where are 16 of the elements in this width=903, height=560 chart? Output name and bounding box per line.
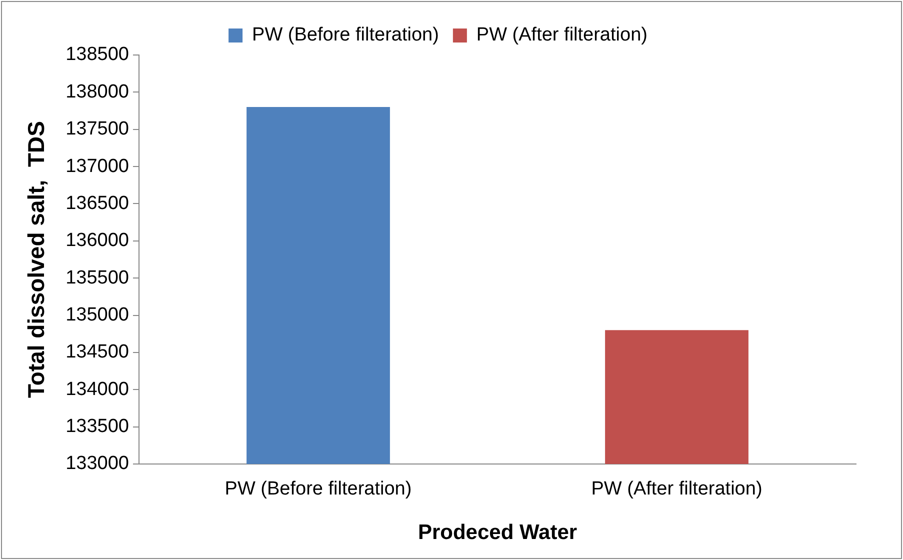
y-tick-label: 137500 <box>66 118 129 140</box>
y-tick-label: 136000 <box>66 230 129 252</box>
y-tick-label: 133500 <box>66 416 129 438</box>
y-tick-label: 134000 <box>66 378 129 400</box>
legend-label: PW (After filteration) <box>476 24 648 46</box>
y-tick-label: 135500 <box>66 267 129 288</box>
x-axis-title: Prodeced Water <box>418 521 578 544</box>
legend-label: PW (Before filteration) <box>252 24 439 46</box>
y-axis-title: Total dissolved salt, TDS <box>23 121 50 398</box>
y-tick-label: 138000 <box>66 81 129 102</box>
y-tick-label: 135000 <box>66 304 129 326</box>
y-tick-label: 134500 <box>66 342 129 363</box>
y-tick-label: 137000 <box>66 156 129 177</box>
y-tick-label: 136500 <box>66 192 129 214</box>
y-tick-label: 138500 <box>66 44 129 66</box>
y-tick-label: 133000 <box>66 453 129 474</box>
